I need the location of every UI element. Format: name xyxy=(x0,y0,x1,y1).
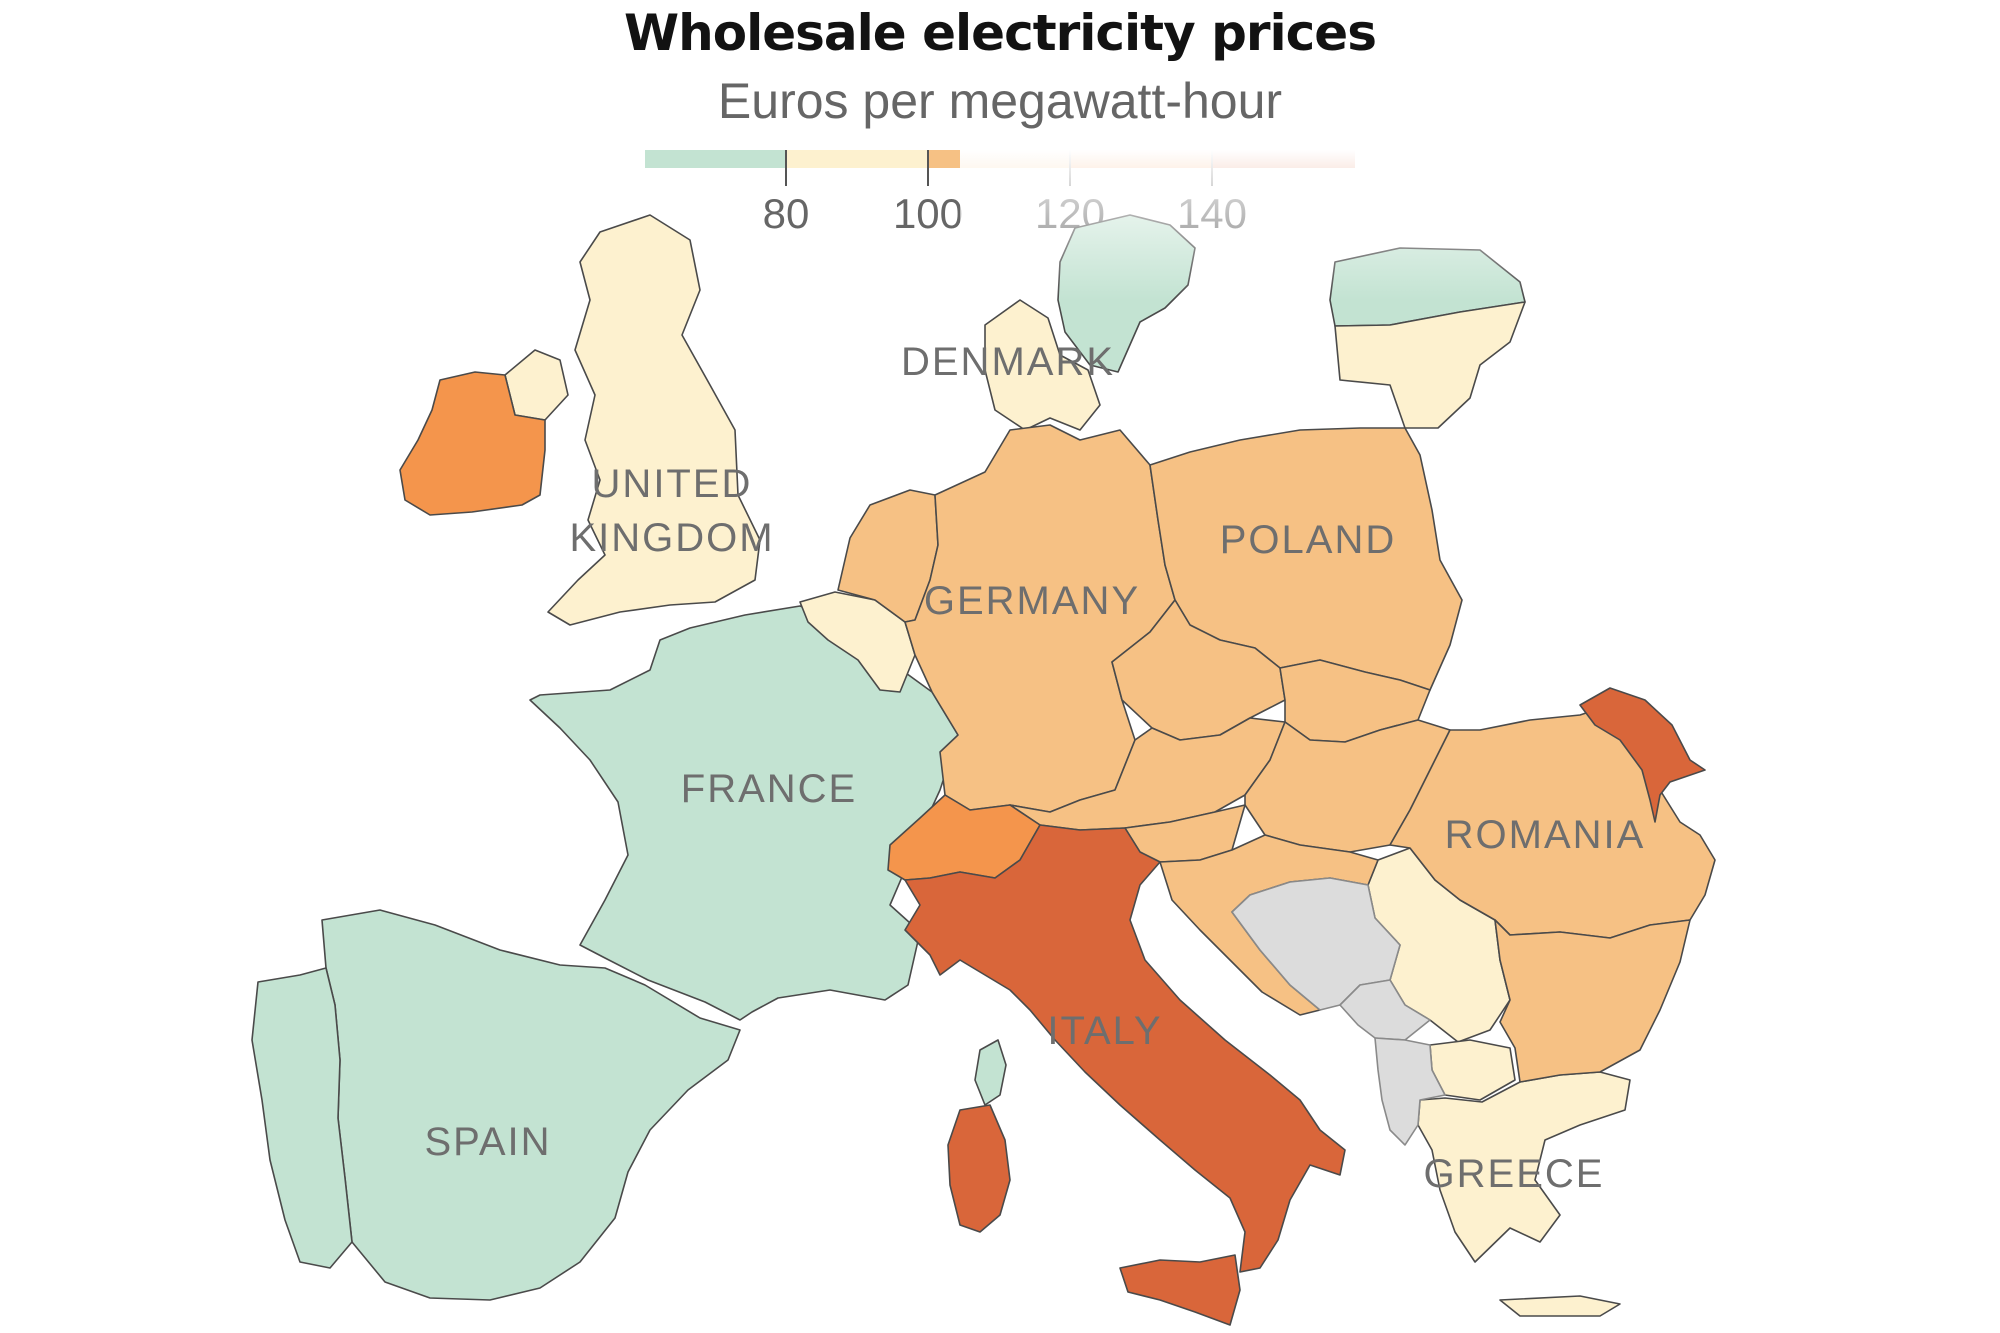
region-bulgaria xyxy=(1494,919,1691,1083)
region-belgium xyxy=(799,591,916,693)
region-albania xyxy=(1374,1037,1446,1146)
legend-bin-2 xyxy=(787,150,927,168)
region-sicily xyxy=(1119,1254,1241,1326)
label-united-kingdom-line2: KINGDOM xyxy=(569,516,774,560)
region-denmark xyxy=(984,299,1101,431)
region-united-kingdom xyxy=(547,214,761,626)
label-united-kingdom-line1: UNITED xyxy=(592,462,753,506)
label-poland: POLAND xyxy=(1220,518,1397,562)
region-sardinia xyxy=(947,1104,1011,1233)
region-corsica xyxy=(974,1039,1007,1106)
label-germany: GERMANY xyxy=(924,579,1140,623)
region-lithuania xyxy=(1334,301,1526,429)
region-bosnia-and-herzegovina xyxy=(1231,877,1401,1011)
legend-tick-label-80: 80 xyxy=(763,190,810,237)
region-northern-ireland xyxy=(504,349,569,421)
countries xyxy=(251,214,1716,1326)
chart-title: Wholesale electricity prices xyxy=(624,4,1377,62)
north-fade xyxy=(960,150,1580,300)
region-montenegro xyxy=(1339,979,1431,1041)
label-greece: GREECE xyxy=(1424,1152,1605,1196)
legend-bin-1 xyxy=(645,150,785,168)
label-romania: ROMANIA xyxy=(1445,813,1646,857)
legend-tick-label-100: 100 xyxy=(893,190,963,237)
label-france: FRANCE xyxy=(681,767,857,811)
chart-subtitle: Euros per megawatt-hour xyxy=(717,73,1283,129)
region-crete xyxy=(1499,1295,1621,1317)
region-moldova xyxy=(1579,687,1706,823)
label-denmark: DENMARK xyxy=(901,340,1115,384)
map-labels: DENMARK UNITED KINGDOM POLAND GERMANY FR… xyxy=(424,340,1646,1196)
region-ireland xyxy=(399,371,546,516)
region-italy xyxy=(904,824,1346,1273)
label-italy: ITALY xyxy=(1047,1009,1162,1053)
label-spain: SPAIN xyxy=(424,1120,551,1164)
region-portugal xyxy=(251,967,353,1269)
